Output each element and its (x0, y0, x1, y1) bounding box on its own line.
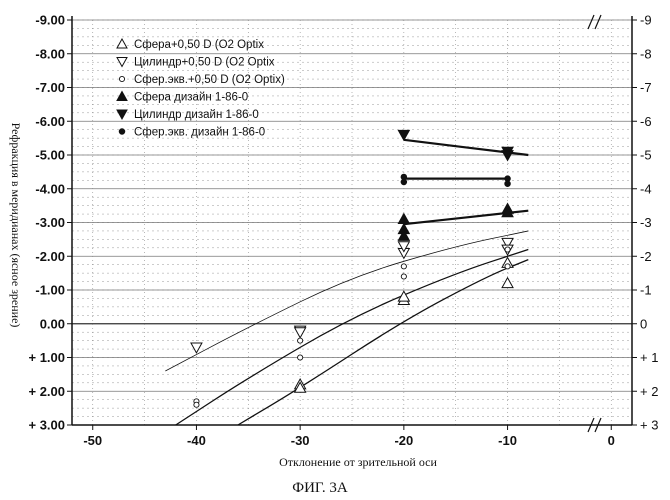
y-right-tick-label: -6 (640, 114, 652, 129)
y-right-tick-label: -7 (640, 80, 652, 95)
legend-marker (117, 39, 127, 48)
y-tick-label: -5.00 (35, 148, 65, 163)
y-tick-label: + 1.00 (28, 350, 65, 365)
y-right-tick-label: -2 (640, 249, 652, 264)
y-right-tick-label: 0 (640, 316, 647, 331)
legend-marker (117, 110, 127, 119)
data-point-series-2 (298, 355, 303, 360)
y-tick-label: -4.00 (35, 181, 65, 196)
data-point-series-4 (398, 130, 409, 140)
x-tick-label: -10 (498, 433, 517, 448)
x-tick-label: -20 (394, 433, 413, 448)
y-right-tick-label: -9 (640, 13, 652, 28)
y-right-tick-label: + 3 (640, 418, 658, 433)
x-tick-label: -50 (83, 433, 102, 448)
x-axis-label: Отклонение от зрительной оси (279, 455, 437, 469)
axis-break-mark-top (595, 15, 601, 29)
y-tick-label: 0.00 (40, 316, 65, 331)
y-right-tick-label: -3 (640, 215, 652, 230)
y-tick-label: -7.00 (35, 80, 65, 95)
figure-caption: ФИГ. 3А (292, 480, 348, 496)
data-point-series-5 (505, 181, 511, 187)
data-point-series-2 (505, 264, 510, 269)
x-tick-label: -30 (291, 433, 310, 448)
y-right-tick-label: + 1 (640, 350, 658, 365)
x-tick-label: -40 (187, 433, 206, 448)
x-tick-label: 0 (608, 433, 615, 448)
data-point-series-4 (502, 151, 513, 161)
y-tick-label: -2.00 (35, 249, 65, 264)
legend-label: Цилиндр+0,50 D (O2 Optix (134, 57, 275, 69)
axis-break-mark-top (588, 15, 594, 29)
data-point-series-3 (398, 214, 409, 224)
data-point-series-1 (295, 328, 306, 338)
data-point-series-2 (298, 338, 303, 343)
legend-marker (119, 76, 124, 81)
y-tick-label: -8.00 (35, 46, 65, 61)
legend-label: Сфер.экв. дизайн 1-86-0 (134, 127, 265, 139)
legend-label: Сфер.экв.+0,50 D (O2 Optix) (134, 74, 285, 86)
y-right-tick-label: -5 (640, 148, 652, 163)
y-right-tick-label: -4 (640, 181, 652, 196)
data-point-series-5 (401, 179, 407, 185)
y-tick-label: -6.00 (35, 114, 65, 129)
data-point-series-0 (502, 278, 513, 288)
y-tick-label: -1.00 (35, 283, 65, 298)
y-axis-label: Рефракция в меридианах (ясное зрение) (9, 123, 23, 328)
data-point-series-2 (505, 247, 510, 252)
data-point-series-2 (401, 264, 406, 269)
y-right-tick-label: -1 (640, 283, 652, 298)
y-tick-label: -9.00 (35, 13, 65, 28)
data-point-series-1 (191, 343, 202, 353)
y-tick-label: -3.00 (35, 215, 65, 230)
data-point-series-2 (194, 402, 199, 407)
y-tick-label: + 2.00 (28, 384, 65, 399)
legend-label: Сфера дизайн 1-86-0 (134, 92, 248, 104)
legend-marker (119, 129, 125, 135)
y-right-tick-label: + 2 (640, 384, 658, 399)
trend-line (165, 231, 528, 371)
legend-label: Цилиндр дизайн 1-86-0 (134, 109, 259, 121)
data-point-series-2 (401, 274, 406, 279)
y-right-tick-label: -8 (640, 46, 652, 61)
legend-label: Сфера+0,50 D (O2 Optix (134, 39, 264, 51)
trend-lines (165, 140, 528, 425)
trend-line (238, 260, 528, 425)
y-tick-label: + 3.00 (28, 418, 65, 433)
